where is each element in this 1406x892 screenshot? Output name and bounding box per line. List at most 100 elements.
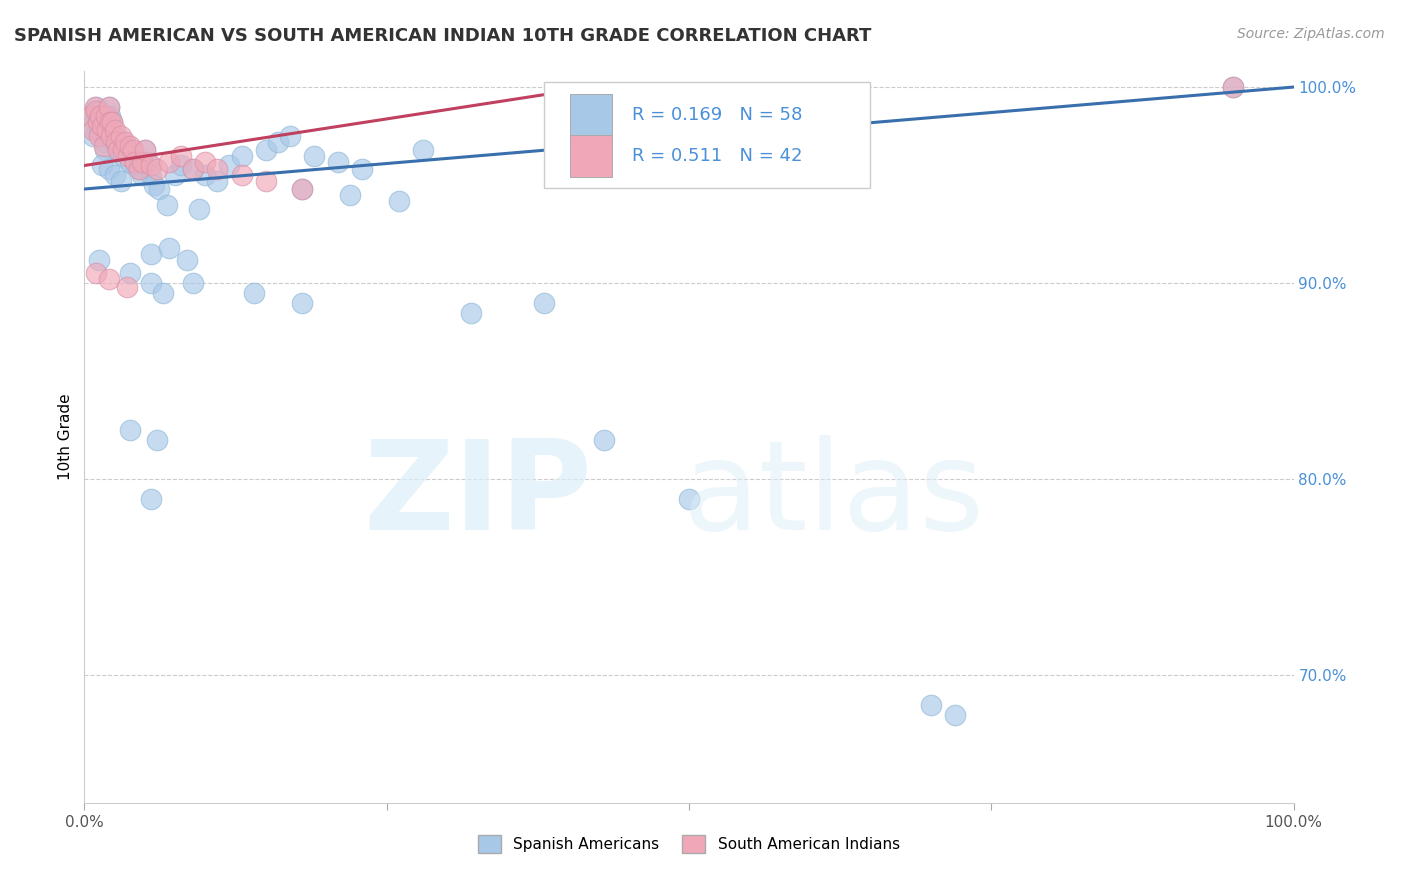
Point [93, 139, 115, 153]
Point [104, 139, 127, 153]
Point [97, 100, 120, 114]
Text: Source: ZipAtlas.com: Source: ZipAtlas.com [1237, 27, 1385, 41]
Point [139, 491, 162, 506]
Point [120, 423, 142, 437]
Point [291, 182, 314, 196]
Point [96, 123, 118, 137]
Point [218, 159, 240, 173]
Point [87, 123, 110, 137]
Point [84, 110, 107, 124]
Point [157, 154, 180, 169]
Point [165, 169, 187, 183]
Point [94, 143, 117, 157]
Point [104, 123, 127, 137]
Point [143, 178, 166, 193]
Point [412, 143, 434, 157]
Point [139, 276, 162, 290]
Point [194, 169, 217, 183]
FancyBboxPatch shape [571, 135, 612, 177]
Point [139, 169, 162, 183]
Point [148, 182, 170, 196]
Point [352, 162, 374, 177]
Point [98, 115, 121, 129]
Text: atlas: atlas [683, 435, 986, 556]
Point [82, 123, 104, 137]
Point [131, 154, 153, 169]
Point [152, 285, 174, 300]
Point [291, 182, 314, 196]
Point [194, 154, 217, 169]
Point [460, 305, 482, 319]
Point [170, 159, 193, 173]
Point [254, 143, 277, 157]
Point [120, 266, 142, 280]
Point [181, 162, 204, 177]
Point [97, 272, 120, 286]
Point [254, 174, 277, 188]
Point [181, 276, 204, 290]
Point [100, 129, 122, 144]
Point [82, 129, 104, 144]
Point [112, 149, 135, 163]
Point [112, 143, 135, 157]
Point [328, 154, 350, 169]
Point [231, 169, 253, 183]
Point [155, 197, 177, 211]
Point [231, 149, 253, 163]
Point [114, 135, 136, 149]
Point [128, 162, 150, 177]
Point [79, 110, 101, 124]
Legend: Spanish Americans, South American Indians: Spanish Americans, South American Indian… [471, 827, 907, 861]
Point [97, 100, 120, 114]
Point [291, 295, 314, 310]
Text: ZIP: ZIP [364, 435, 592, 556]
Point [131, 169, 153, 183]
Point [97, 162, 120, 177]
Point [124, 154, 146, 169]
Point [93, 135, 115, 149]
Point [104, 135, 127, 149]
Point [107, 143, 129, 157]
Point [207, 162, 229, 177]
Point [188, 202, 211, 216]
Point [86, 266, 108, 280]
Point [110, 135, 132, 149]
Point [207, 174, 229, 188]
Point [136, 154, 159, 169]
Text: R = 0.511   N = 42: R = 0.511 N = 42 [633, 147, 803, 165]
Point [176, 252, 198, 267]
Point [339, 187, 361, 202]
Point [87, 252, 110, 267]
Point [1222, 80, 1244, 95]
Point [84, 100, 107, 114]
Point [91, 159, 114, 173]
Point [920, 698, 942, 712]
Point [104, 169, 127, 183]
Text: SPANISH AMERICAN VS SOUTH AMERICAN INDIAN 10TH GRADE CORRELATION CHART: SPANISH AMERICAN VS SOUTH AMERICAN INDIA… [14, 27, 872, 45]
Point [943, 707, 966, 722]
Point [146, 162, 169, 177]
Point [242, 285, 264, 300]
Point [91, 120, 114, 134]
Point [678, 491, 700, 506]
Point [86, 115, 108, 129]
Point [170, 149, 193, 163]
Point [110, 129, 132, 144]
Point [278, 129, 301, 144]
Point [267, 135, 290, 149]
Point [79, 120, 101, 134]
Point [117, 149, 139, 163]
Point [139, 246, 162, 260]
Point [593, 433, 616, 447]
Point [533, 295, 555, 310]
Point [110, 174, 132, 188]
Point [86, 103, 108, 118]
Point [134, 143, 156, 157]
Point [121, 149, 143, 163]
Point [181, 162, 204, 177]
Point [86, 115, 108, 129]
Point [89, 103, 111, 118]
Point [86, 100, 108, 114]
FancyBboxPatch shape [571, 94, 612, 136]
Point [120, 154, 142, 169]
